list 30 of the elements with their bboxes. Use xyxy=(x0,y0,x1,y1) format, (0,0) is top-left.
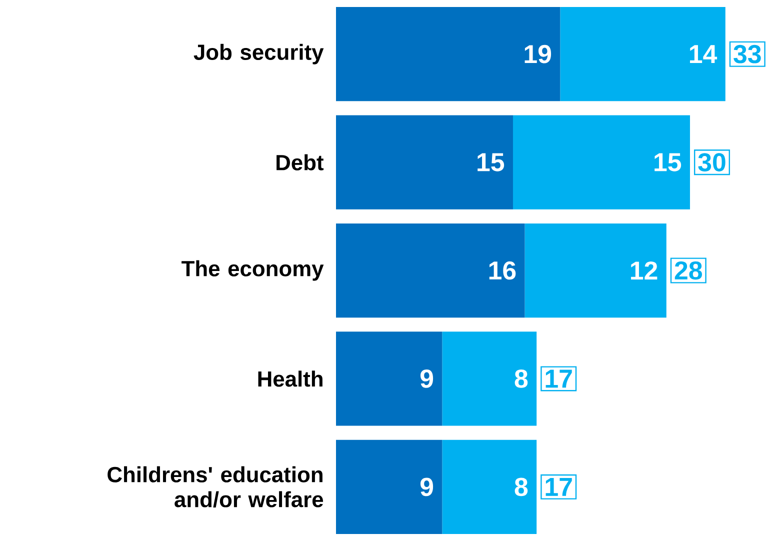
bar xyxy=(524,223,666,318)
bar xyxy=(560,7,726,102)
y-tick-label: Health xyxy=(258,370,322,387)
data-label: 9 xyxy=(420,370,434,388)
y-tick-label: Job security xyxy=(194,44,324,64)
y-tick-label: Childrens' education and/or welfare xyxy=(108,466,324,508)
bar xyxy=(442,332,537,426)
total-label: 30 xyxy=(698,153,726,172)
total-label: 17 xyxy=(546,478,572,496)
data-label: 14 xyxy=(690,45,718,64)
data-label: 15 xyxy=(478,153,504,172)
data-label: 19 xyxy=(524,44,552,64)
bar xyxy=(336,7,560,102)
bar xyxy=(336,223,525,318)
data-label: 9 xyxy=(420,478,434,496)
total-label: 33 xyxy=(734,44,761,64)
total-label: 17 xyxy=(546,370,572,388)
data-label: 12 xyxy=(631,261,658,280)
bar xyxy=(512,115,690,210)
y-tick-label: Debt xyxy=(276,154,324,170)
data-label: 8 xyxy=(514,370,528,388)
bar xyxy=(336,115,513,210)
bar xyxy=(336,332,442,426)
data-label: 16 xyxy=(489,261,516,280)
bar xyxy=(442,440,537,534)
bar xyxy=(336,440,442,534)
y-tick-label: The economy xyxy=(182,260,324,281)
data-label: 8 xyxy=(514,478,528,496)
total-label: 28 xyxy=(674,261,702,280)
data-label: 15 xyxy=(654,153,682,172)
